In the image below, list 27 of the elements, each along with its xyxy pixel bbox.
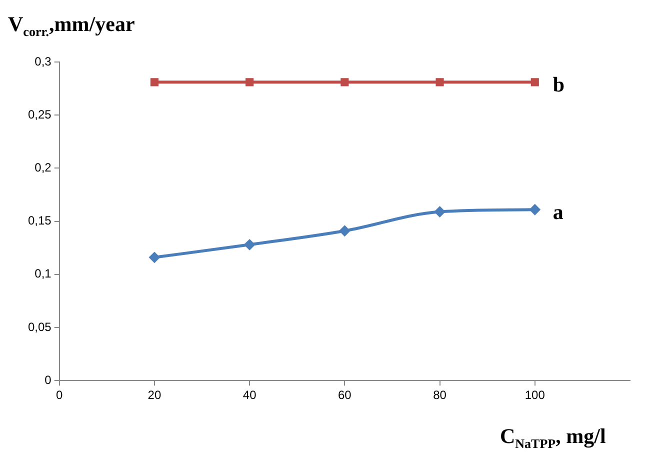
- y-tick-label: 0: [44, 372, 52, 387]
- point: [246, 78, 254, 86]
- x-tick-label: 40: [242, 388, 257, 402]
- point: [436, 78, 444, 86]
- y-axis-title: V$_{corr.}$,mm/year: [8, 12, 135, 40]
- y-tick-label: 0,15: [28, 214, 52, 228]
- point: [244, 239, 256, 250]
- series-label: a: [552, 200, 564, 224]
- y-tick-label: 0,3: [34, 54, 52, 68]
- series-label: b: [552, 72, 565, 97]
- x-axis-title: C$_{NaTPP}$, mg/l: [500, 424, 606, 452]
- point: [339, 225, 350, 236]
- point: [148, 252, 160, 263]
- y-tick-label: 0,25: [28, 107, 52, 122]
- y-tick-label: 0,2: [34, 160, 52, 175]
- y-tick-label: 0,1: [34, 266, 52, 281]
- point: [150, 78, 158, 86]
- point: [340, 78, 349, 86]
- point: [434, 206, 446, 218]
- x-tick-label: 100: [524, 388, 546, 402]
- x-tick-label: 20: [148, 388, 162, 402]
- x-tick-label: 80: [433, 388, 447, 402]
- y-tick-label: 0,05: [28, 320, 52, 334]
- point: [530, 78, 539, 86]
- point: [529, 204, 540, 216]
- x-tick-label: 0: [56, 388, 64, 402]
- x-tick-label: 60: [338, 388, 352, 402]
